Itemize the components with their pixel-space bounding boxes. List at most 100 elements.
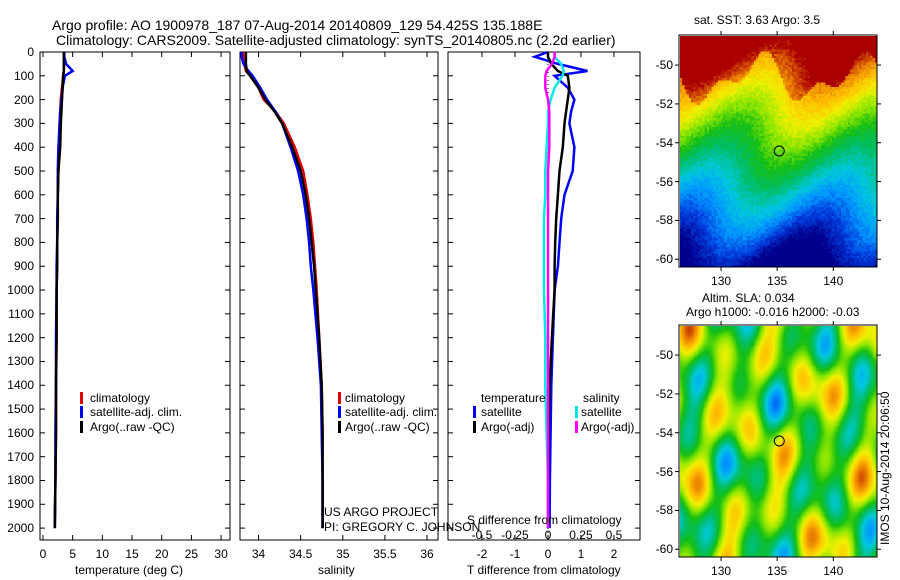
- credit-pi: PI: GREGORY C. JOHNSON: [324, 520, 481, 534]
- sla-map-title: Altim. SLA: 0.034: [702, 291, 795, 305]
- argo-position-marker: [773, 145, 785, 157]
- x-tick-label: 34: [251, 547, 266, 561]
- map-lat-label: -56: [655, 174, 673, 189]
- x-tick-label: 34.5: [288, 547, 313, 561]
- map-lat-label: -60: [655, 252, 673, 267]
- legend-argo: Argo(..raw -QC): [90, 420, 175, 434]
- salinity-xlabel: salinity: [318, 563, 355, 577]
- y-tick-label: 1000: [7, 283, 34, 298]
- legend-swatch: [338, 392, 341, 404]
- legend-t-satellite: satellite: [481, 405, 522, 419]
- map-lat-label: -58: [655, 213, 673, 228]
- argo-position-marker: [773, 435, 785, 447]
- legend-s-argo: Argo(-adj): [581, 420, 635, 434]
- x-tick-label: 35: [336, 547, 350, 561]
- series-line-s-satellite: [542, 52, 566, 529]
- y-tick-label: 1900: [7, 497, 34, 512]
- legend-swatch: [338, 406, 341, 418]
- y-tick-label: 900: [13, 259, 34, 274]
- sla-map-subtitle: Argo h1000: -0.016 h2000: -0.03: [686, 305, 860, 319]
- legend-climatology: climatology: [345, 391, 406, 405]
- legend-satellite: satellite-adj. clim.: [345, 405, 438, 419]
- legend-swatch: [473, 421, 476, 433]
- x-tick-label: 15: [125, 547, 139, 561]
- map-lat-label: -54: [655, 425, 673, 440]
- legend-swatch: [338, 421, 341, 433]
- credit-project: US ARGO PROJECT: [324, 505, 439, 519]
- s-diff-tick-label: 0: [544, 528, 552, 542]
- plot-frame: [239, 51, 439, 541]
- y-tick-label: 400: [13, 140, 34, 155]
- y-tick-label: 0: [27, 45, 34, 59]
- series-line-s-argo-adj-: [544, 52, 556, 529]
- x-tick-label: 36: [420, 547, 434, 561]
- plot-frame: [447, 51, 641, 541]
- y-tick-label: 600: [13, 187, 34, 202]
- map-lat-label: -50: [655, 58, 673, 73]
- sst-map-title: sat. SST: 3.63 Argo: 3.5: [694, 13, 821, 27]
- legend-swatch: [473, 406, 476, 418]
- map-lon-label: 135: [767, 274, 788, 288]
- y-tick-label: 1700: [7, 449, 34, 464]
- y-tick-label: 100: [13, 68, 34, 83]
- map-lat-label: -50: [655, 348, 673, 363]
- s-diff-tick-label: -0.5: [471, 528, 493, 542]
- legend-s-satellite: satellite: [581, 405, 622, 419]
- y-tick-label: 200: [13, 92, 34, 107]
- map-lat-label: -52: [655, 386, 673, 401]
- y-tick-label: 700: [13, 211, 34, 226]
- legend-climatology: climatology: [90, 391, 151, 405]
- s-diff-tick-label: -0.25: [501, 528, 529, 542]
- map-lat-label: -58: [655, 503, 673, 518]
- x-tick-label: 25: [184, 547, 199, 561]
- x-tick-label: 35.5: [373, 547, 397, 561]
- temperature-xlabel: temperature (deg C): [75, 563, 184, 577]
- map-lon-label: 130: [711, 274, 732, 288]
- y-tick-label: 500: [13, 164, 34, 179]
- map-lat-label: -60: [655, 542, 673, 557]
- series-line-t-argo-adj-: [546, 52, 571, 529]
- sla-map-image: [680, 326, 877, 557]
- legend-swatch: [575, 406, 578, 418]
- map-frame: [678, 34, 878, 268]
- y-tick-label: 1500: [7, 402, 34, 417]
- x-tick-label: -2: [476, 547, 488, 561]
- x-tick-label: 2: [610, 547, 618, 561]
- y-tick-label: 1800: [7, 473, 34, 488]
- x-tick-label: 1: [577, 547, 585, 561]
- legend-swatch: [80, 406, 83, 418]
- y-tick-label: 1100: [8, 306, 34, 321]
- x-tick-label: 0: [544, 547, 552, 561]
- legend-swatch: [80, 421, 83, 433]
- x-tick-label: 30: [214, 547, 228, 561]
- map-lon-label: 130: [711, 564, 732, 578]
- legend-t-argo: Argo(-adj): [481, 420, 535, 434]
- x-tick-label: 0: [39, 547, 47, 561]
- y-tick-label: 300: [13, 116, 34, 131]
- series-line-argo-raw-qc-: [53, 52, 66, 529]
- x-tick-label: -1: [509, 547, 521, 561]
- legend-swatch: [575, 421, 578, 433]
- legend-temperature-header: temperature: [481, 391, 546, 405]
- y-tick-label: 1300: [7, 354, 34, 369]
- map-lon-label: 140: [823, 564, 844, 578]
- timestamp: IMOS 10-Aug-2014 20:06:50: [878, 391, 892, 545]
- x-tick-label: 5: [69, 547, 76, 561]
- legend-satellite: satellite-adj. clim.: [90, 405, 183, 419]
- sst-map-image: [680, 36, 877, 267]
- y-tick-label: 800: [13, 235, 34, 250]
- y-tick-label: 1200: [7, 330, 34, 345]
- map-lon-label: 135: [767, 564, 788, 578]
- legend-argo: Argo(..raw -QC): [345, 420, 430, 434]
- x-tick-label: 20: [155, 547, 169, 561]
- series-line-t-satellite: [530, 50, 588, 529]
- t-diff-xlabel: T difference from climatology: [467, 563, 621, 577]
- map-lat-label: -56: [655, 464, 673, 479]
- legend-swatch: [80, 392, 83, 404]
- map-frame: [678, 324, 878, 558]
- map-lat-label: -54: [655, 135, 673, 150]
- s-diff-tick-label: 0.5: [605, 528, 623, 542]
- y-tick-label: 2000: [7, 521, 34, 536]
- s-diff-tick-label: 0.25: [569, 528, 593, 542]
